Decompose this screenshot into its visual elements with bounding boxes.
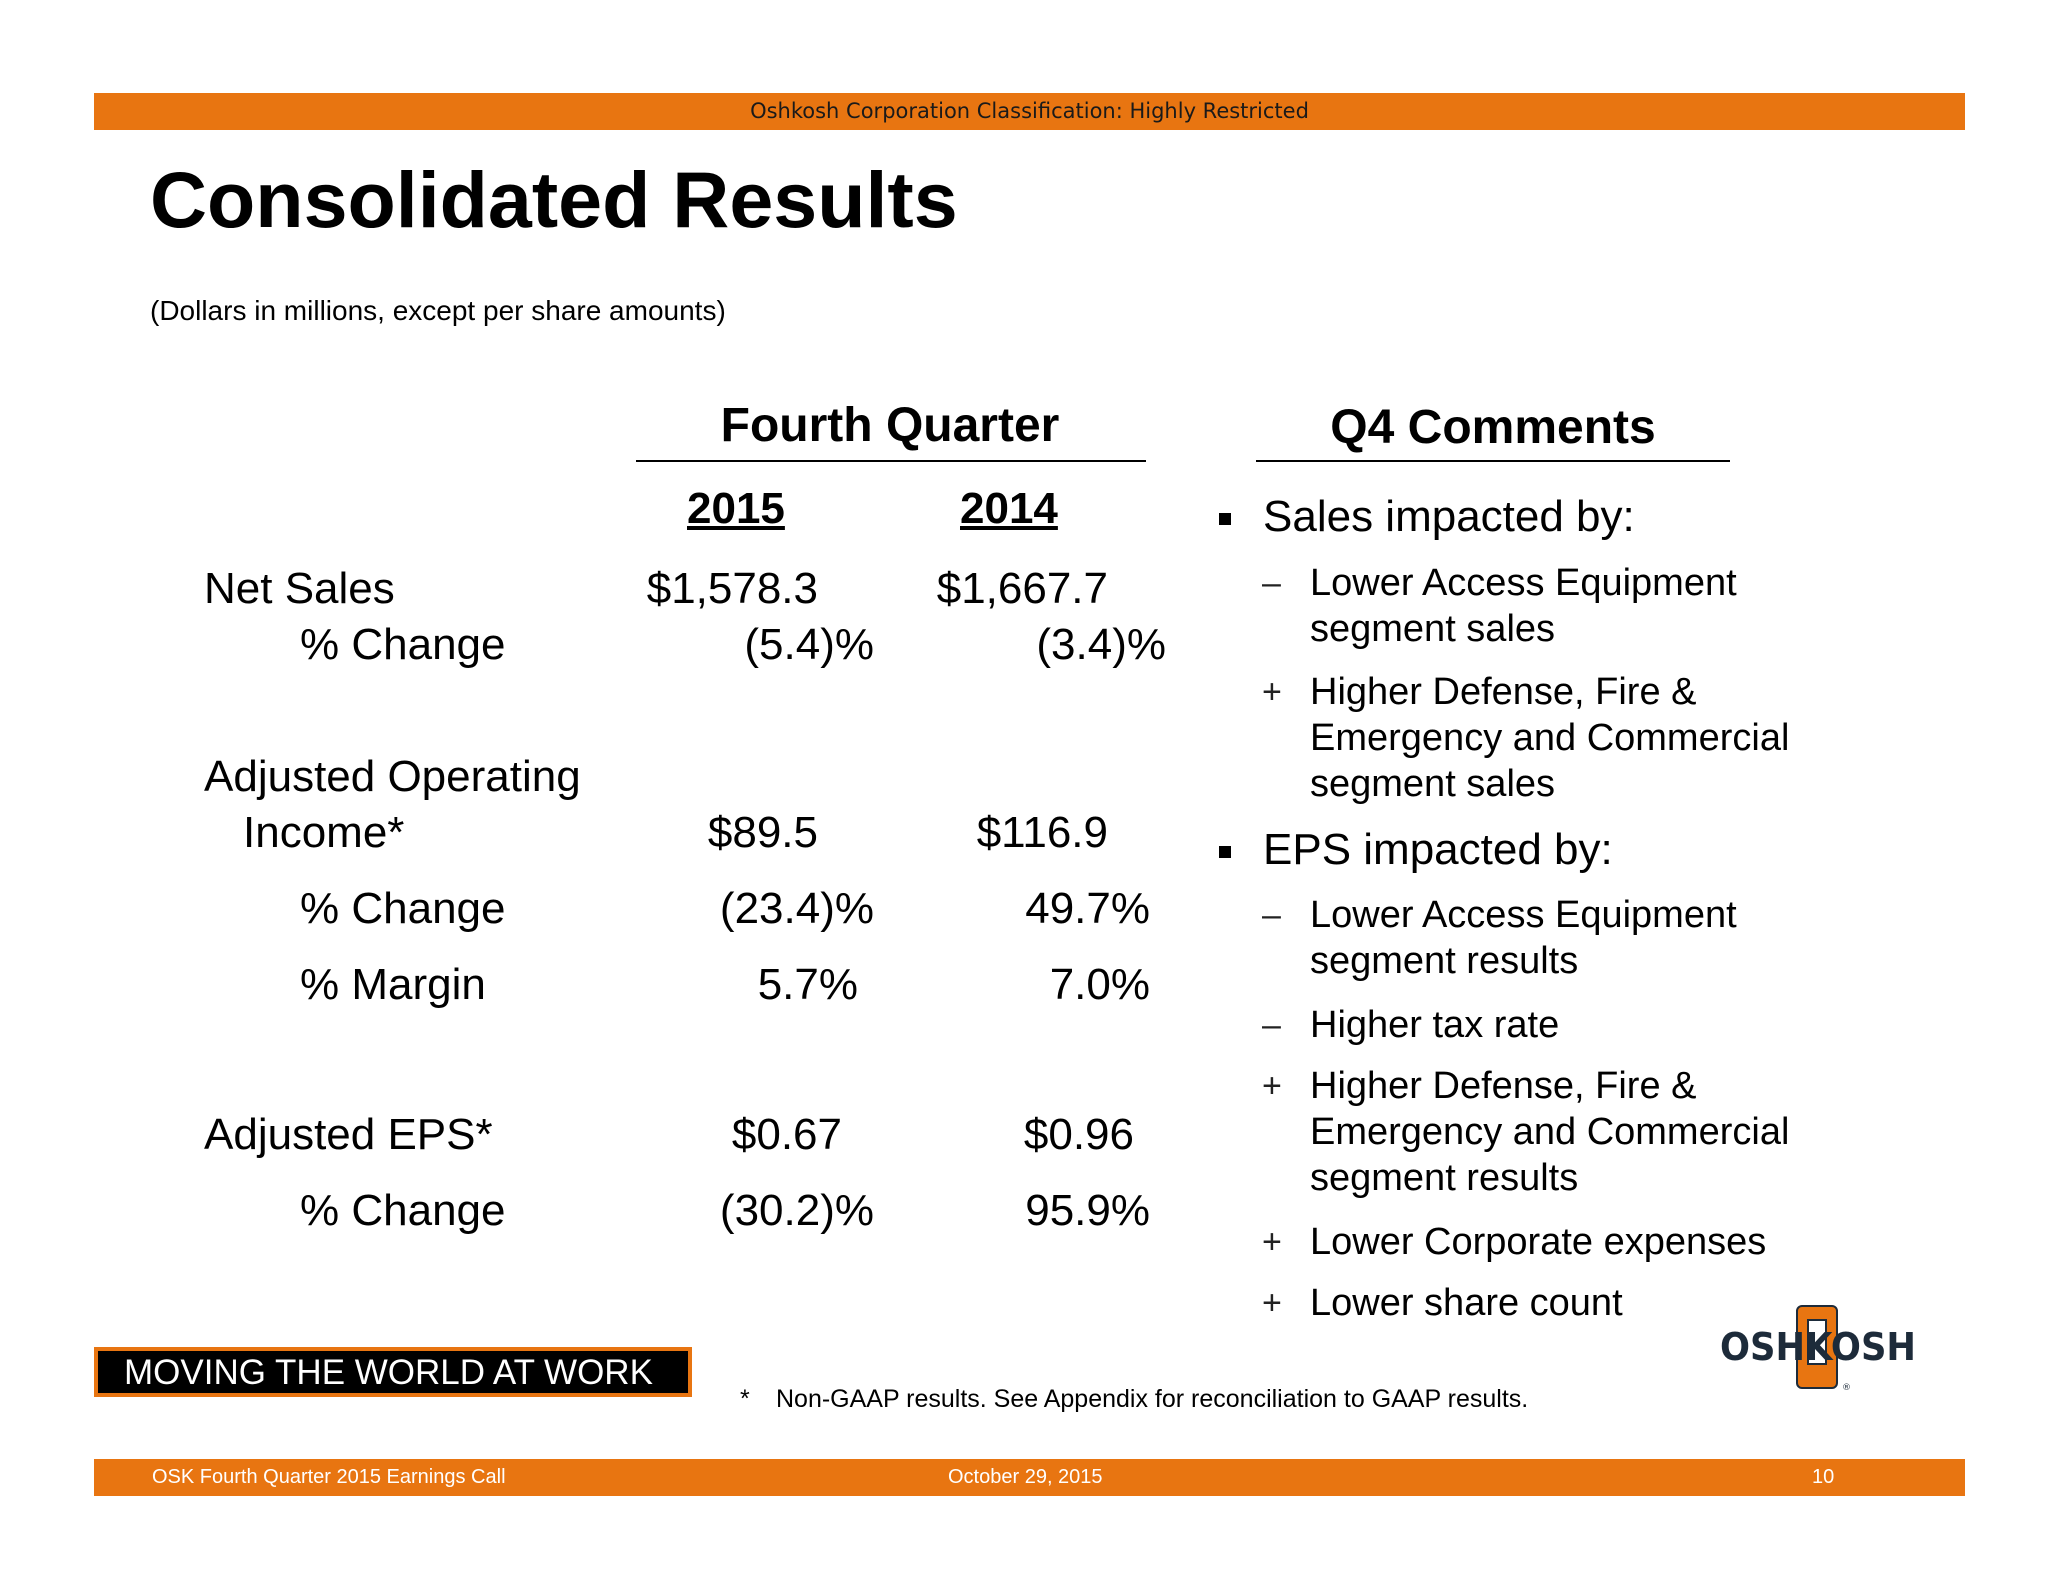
bullet-eps-label: EPS impacted by: (1263, 825, 1613, 874)
adj-eps-2015: $0.67 (731, 1110, 842, 1159)
net-sales-change-2014: (3.4)% (1036, 620, 1166, 669)
adj-eps-2014: $0.96 (1023, 1110, 1134, 1159)
plus-icon: + (1262, 673, 1282, 711)
table-heading-rule (636, 460, 1146, 462)
bullet-square-icon (1219, 846, 1231, 858)
footer-event: OSK Fourth Quarter 2015 Earnings Call (152, 1466, 506, 1488)
adj-op-change-2014: 49.7% (1025, 884, 1150, 933)
row-label-adj-op-income-line1: Adjusted Operating (204, 752, 581, 801)
bullet-square-icon (1219, 513, 1231, 525)
adj-op-change-2015: (23.4)% (719, 884, 874, 933)
row-label-net-sales-change: % Change (300, 620, 506, 669)
page-title: Consolidated Results (150, 155, 958, 244)
footnote-star: * (740, 1385, 750, 1413)
plus-icon: + (1262, 1284, 1282, 1322)
eps-item-3: + Higher Defense, Fire & Emergency and C… (1262, 1063, 1790, 1201)
footer-date: October 29, 2015 (948, 1466, 1103, 1488)
bullet-eps: EPS impacted by: (1219, 825, 1613, 875)
eps-item-3-line3: segment results (1310, 1157, 1579, 1199)
eps-item-4-line1: Lower Corporate expenses (1310, 1221, 1767, 1263)
eps-item-3-line2: Emergency and Commercial (1310, 1111, 1790, 1153)
sales-item-2-line3: segment sales (1310, 763, 1556, 805)
adj-op-income-2014: $116.9 (976, 808, 1108, 857)
plus-icon: + (1262, 1067, 1282, 1105)
net-sales-2014: $1,667.7 (936, 564, 1108, 613)
year-2014-header: 2014 (960, 484, 1058, 533)
bullet-sales-label: Sales impacted by: (1263, 492, 1635, 541)
year-2015-header: 2015 (687, 484, 785, 533)
row-label-adj-eps-change: % Change (300, 1186, 506, 1235)
sales-item-2-line2: Emergency and Commercial (1310, 717, 1790, 759)
comments-heading: Q4 Comments (1330, 401, 1656, 454)
logo-wordmark: OSHKOSH (1720, 1325, 1916, 1369)
plus-icon: + (1262, 1223, 1282, 1261)
tagline-banner: MOVING THE WORLD AT WORK (94, 1347, 692, 1397)
minus-icon: – (1262, 1006, 1281, 1044)
row-label-adj-eps: Adjusted EPS* (204, 1110, 493, 1159)
eps-item-1-line2: segment results (1310, 940, 1579, 982)
net-sales-2015: $1,578.3 (646, 564, 818, 613)
comments-heading-rule (1256, 460, 1730, 462)
sales-item-2-line1: Higher Defense, Fire & (1310, 671, 1697, 713)
row-label-net-sales: Net Sales (204, 564, 395, 613)
eps-item-2: – Higher tax rate (1262, 1002, 1560, 1048)
eps-item-1: – Lower Access Equipment segment results (1262, 892, 1737, 984)
adj-eps-change-2015: (30.2)% (719, 1186, 874, 1235)
row-label-adj-op-income-line2: Income* (243, 808, 405, 857)
eps-item-4: + Lower Corporate expenses (1262, 1219, 1767, 1265)
minus-icon: – (1262, 896, 1281, 934)
footnote-text: Non-GAAP results. See Appendix for recon… (776, 1385, 1529, 1413)
eps-item-5-line1: Lower share count (1310, 1282, 1623, 1324)
footer-page-number: 10 (1812, 1466, 1835, 1488)
row-label-adj-op-change: % Change (300, 884, 506, 933)
logo-tower-window (1807, 1319, 1827, 1365)
eps-item-2-line1: Higher tax rate (1310, 1004, 1560, 1046)
adj-op-margin-2014: 7.0% (1049, 960, 1150, 1009)
classification-bar: Oshkosh Corporation Classification: High… (94, 93, 1965, 130)
sales-item-2: + Higher Defense, Fire & Emergency and C… (1262, 669, 1790, 807)
row-label-adj-op-margin: % Margin (300, 960, 486, 1009)
page-subtitle: (Dollars in millions, except per share a… (150, 295, 726, 326)
adj-op-income-2015: $89.5 (707, 808, 818, 857)
sales-item-1-line1: Lower Access Equipment (1310, 562, 1737, 604)
sales-item-1: – Lower Access Equipment segment sales (1262, 560, 1737, 652)
table-heading: Fourth Quarter (720, 399, 1060, 452)
bullet-sales: Sales impacted by: (1219, 492, 1635, 542)
logo-registered-mark: ® (1842, 1383, 1851, 1393)
eps-item-5: + Lower share count (1262, 1280, 1623, 1326)
footer-bar: OSK Fourth Quarter 2015 Earnings Call Oc… (94, 1459, 1965, 1496)
classification-text: Oshkosh Corporation Classification: High… (750, 99, 1309, 123)
sales-item-1-line2: segment sales (1310, 608, 1556, 650)
eps-item-1-line1: Lower Access Equipment (1310, 894, 1737, 936)
oshkosh-logo: OSHKOSH ® (1720, 1305, 1916, 1393)
net-sales-change-2015: (5.4)% (744, 620, 874, 669)
adj-op-margin-2015: 5.7% (757, 960, 858, 1009)
minus-icon: – (1262, 564, 1281, 602)
eps-item-3-line1: Higher Defense, Fire & (1310, 1065, 1697, 1107)
adj-eps-change-2014: 95.9% (1025, 1186, 1150, 1235)
